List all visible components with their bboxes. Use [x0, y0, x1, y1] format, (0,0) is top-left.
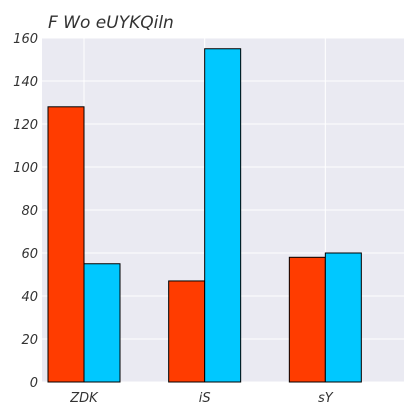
- y-tick-label: 60: [21, 247, 38, 262]
- y-tick-label: 140: [13, 75, 38, 90]
- x-tick-label: iS: [199, 391, 211, 406]
- y-tick-label: 40: [21, 290, 38, 305]
- bar-iS-series-1: [168, 280, 206, 383]
- x-tick-label: ZDK: [69, 391, 99, 406]
- bar-ZDK-series-2: [83, 263, 121, 383]
- y-axis-tick-labels: 0 20 40 60 80 100 120 140 160: [13, 32, 38, 391]
- y-tick-label: 160: [13, 32, 38, 47]
- bar-ZDK-series-1: [47, 106, 85, 383]
- x-axis-tick-labels: ZDK iS sY: [69, 391, 333, 406]
- y-tick-label: 120: [13, 118, 38, 133]
- y-tick-label: 20: [21, 333, 38, 348]
- bar-iS-series-2: [204, 48, 242, 383]
- bar-sY-series-2: [324, 252, 362, 383]
- bars: [47, 48, 362, 383]
- y-tick-label: 0: [30, 376, 38, 391]
- y-tick-label: 80: [21, 204, 38, 219]
- y-tick-label: 100: [13, 161, 38, 176]
- bar-sY-series-1: [288, 256, 326, 383]
- x-tick-label: sY: [318, 391, 334, 406]
- chart-title: F Wo eUYKQiln: [48, 13, 174, 33]
